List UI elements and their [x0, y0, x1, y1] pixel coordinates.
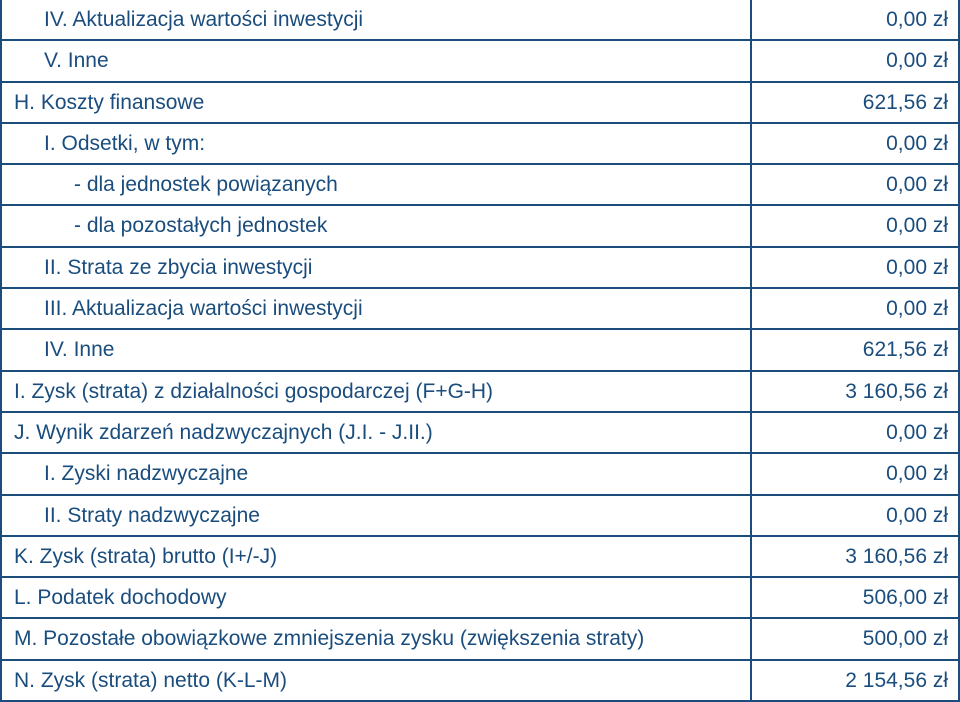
- table-row: II. Straty nadzwyczajne0,00 zł: [1, 495, 959, 536]
- row-label: M. Pozostałe obowiązkowe zmniejszenia zy…: [1, 618, 751, 659]
- row-label: J. Wynik zdarzeń nadzwyczajnych (J.I. - …: [1, 412, 751, 453]
- row-value: 0,00 zł: [751, 453, 959, 494]
- row-label: II. Strata ze zbycia inwestycji: [1, 247, 751, 288]
- row-label: H. Koszty finansowe: [1, 82, 751, 123]
- row-value: 3 160,56 zł: [751, 536, 959, 577]
- row-label: K. Zysk (strata) brutto (I+/-J): [1, 536, 751, 577]
- row-value: 0,00 zł: [751, 288, 959, 329]
- row-value: 500,00 zł: [751, 618, 959, 659]
- table-row: K. Zysk (strata) brutto (I+/-J)3 160,56 …: [1, 536, 959, 577]
- table-row: - dla jednostek powiązanych0,00 zł: [1, 164, 959, 205]
- table-row: II. Strata ze zbycia inwestycji0,00 zł: [1, 247, 959, 288]
- row-label: IV. Aktualizacja wartości inwestycji: [1, 0, 751, 40]
- row-label: I. Odsetki, w tym:: [1, 123, 751, 164]
- financial-table: IV. Aktualizacja wartości inwestycji0,00…: [0, 0, 960, 702]
- row-label: V. Inne: [1, 40, 751, 81]
- row-label: I. Zysk (strata) z działalności gospodar…: [1, 371, 751, 412]
- row-value: 0,00 zł: [751, 0, 959, 40]
- row-value: 0,00 zł: [751, 164, 959, 205]
- row-value: 0,00 zł: [751, 495, 959, 536]
- table-row: I. Zyski nadzwyczajne0,00 zł: [1, 453, 959, 494]
- financial-table-body: IV. Aktualizacja wartości inwestycji0,00…: [1, 0, 959, 701]
- row-value: 3 160,56 zł: [751, 371, 959, 412]
- row-value: 0,00 zł: [751, 247, 959, 288]
- row-label: N. Zysk (strata) netto (K-L-M): [1, 660, 751, 701]
- table-row: IV. Inne621,56 zł: [1, 329, 959, 370]
- row-label: IV. Inne: [1, 329, 751, 370]
- row-label: I. Zyski nadzwyczajne: [1, 453, 751, 494]
- table-row: M. Pozostałe obowiązkowe zmniejszenia zy…: [1, 618, 959, 659]
- table-row: - dla pozostałych jednostek0,00 zł: [1, 205, 959, 246]
- table-row: H. Koszty finansowe621,56 zł: [1, 82, 959, 123]
- table-row: L. Podatek dochodowy506,00 zł: [1, 577, 959, 618]
- table-row: III. Aktualizacja wartości inwestycji0,0…: [1, 288, 959, 329]
- row-value: 621,56 zł: [751, 82, 959, 123]
- row-label: - dla jednostek powiązanych: [1, 164, 751, 205]
- table-row: J. Wynik zdarzeń nadzwyczajnych (J.I. - …: [1, 412, 959, 453]
- table-row: N. Zysk (strata) netto (K-L-M)2 154,56 z…: [1, 660, 959, 701]
- row-value: 0,00 zł: [751, 412, 959, 453]
- row-value: 2 154,56 zł: [751, 660, 959, 701]
- row-label: II. Straty nadzwyczajne: [1, 495, 751, 536]
- row-value: 0,00 zł: [751, 40, 959, 81]
- row-value: 621,56 zł: [751, 329, 959, 370]
- row-value: 0,00 zł: [751, 123, 959, 164]
- table-row: IV. Aktualizacja wartości inwestycji0,00…: [1, 0, 959, 40]
- row-value: 0,00 zł: [751, 205, 959, 246]
- table-row: I. Odsetki, w tym:0,00 zł: [1, 123, 959, 164]
- row-label: III. Aktualizacja wartości inwestycji: [1, 288, 751, 329]
- table-row: I. Zysk (strata) z działalności gospodar…: [1, 371, 959, 412]
- row-value: 506,00 zł: [751, 577, 959, 618]
- row-label: - dla pozostałych jednostek: [1, 205, 751, 246]
- table-row: V. Inne0,00 zł: [1, 40, 959, 81]
- row-label: L. Podatek dochodowy: [1, 577, 751, 618]
